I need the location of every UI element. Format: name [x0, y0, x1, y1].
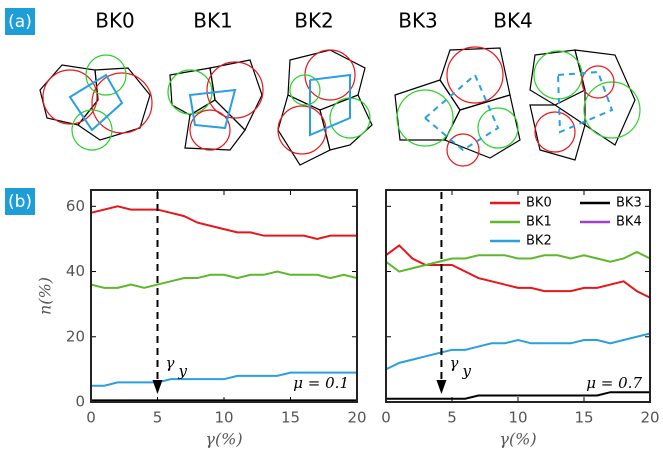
y-tick-label: 60: [66, 197, 85, 215]
legend-label: BK1: [526, 215, 552, 230]
yield-arrowhead: [436, 380, 446, 394]
figure: (a) (b) BK0 BK1 BK2 BK3 BK4: [0, 0, 663, 465]
x-tick-label: 15: [281, 409, 300, 427]
diagram-bk1: [168, 60, 263, 150]
x-tick-label: 5: [153, 409, 163, 427]
x-tick-label: 5: [447, 409, 457, 427]
yield-subscript: y: [178, 362, 188, 380]
diagram-label: BK4: [493, 9, 533, 33]
x-tick-label: 0: [381, 409, 391, 427]
series-line: [386, 334, 650, 370]
legend-label: BK4: [616, 215, 642, 230]
x-axis-label: γ(%): [499, 430, 536, 449]
yield-label: γ: [166, 354, 175, 372]
panel-label: (b): [8, 192, 32, 212]
y-axis-label: n(%): [36, 277, 55, 315]
x-tick-label: 0: [86, 409, 96, 427]
x-axis-label: γ(%): [205, 430, 242, 449]
series-line: [91, 206, 357, 239]
diagram-bk4: [530, 50, 640, 160]
x-tick-label: 20: [347, 409, 366, 427]
x-tick-label: 15: [574, 409, 593, 427]
diagram-bk2: [278, 50, 372, 165]
yield-subscript: y: [461, 362, 471, 380]
legend-label: BK2: [526, 234, 552, 249]
y-tick-label: 20: [66, 327, 85, 345]
y-tick-label: 0: [75, 393, 85, 411]
series-line: [386, 245, 650, 297]
diagram-label: BK2: [294, 9, 334, 33]
diagram-label: BK1: [193, 9, 233, 33]
series-line: [91, 272, 357, 288]
x-tick-label: 10: [214, 409, 233, 427]
diagram-bk3: [395, 47, 520, 166]
yield-label: γ: [449, 354, 458, 372]
x-tick-label: 20: [640, 409, 659, 427]
x-tick-label: 10: [508, 409, 527, 427]
annotation: μ = 0.1: [293, 374, 349, 392]
y-tick-label: 40: [66, 262, 85, 280]
legend-label: BK0: [526, 196, 552, 211]
legend-label: BK3: [616, 196, 642, 211]
annotation: μ = 0.7: [586, 374, 642, 392]
diagram-bk0: [40, 55, 152, 150]
series-line: [386, 252, 650, 272]
yield-arrowhead: [153, 380, 163, 394]
plot-frame: [91, 190, 357, 402]
diagram-label: BK0: [95, 9, 135, 33]
diagram-label: BK3: [398, 9, 438, 33]
panel-label: (a): [8, 12, 32, 32]
